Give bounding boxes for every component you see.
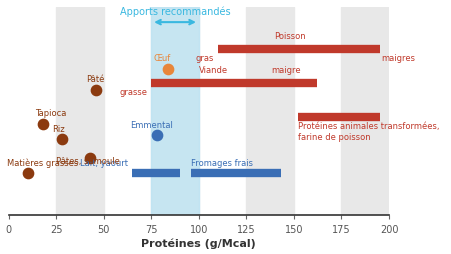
Point <box>24 171 31 176</box>
Text: Œuf: Œuf <box>153 54 170 62</box>
Bar <box>56 8 103 215</box>
Point <box>87 156 94 161</box>
Text: Protéines animales transformées,
farine de poisson: Protéines animales transformées, farine … <box>297 122 438 142</box>
Bar <box>151 8 198 215</box>
Text: Viande: Viande <box>198 66 227 75</box>
Text: maigres: maigres <box>381 54 414 63</box>
Text: Emmental: Emmental <box>130 120 173 129</box>
Text: Fromages frais: Fromages frais <box>191 158 253 167</box>
Text: grasse: grasse <box>119 88 147 97</box>
Text: Lait, yaourt: Lait, yaourt <box>80 158 128 167</box>
Text: Poisson: Poisson <box>274 32 305 41</box>
Point <box>92 89 100 93</box>
Text: maigre: maigre <box>271 66 300 75</box>
X-axis label: Protéines (g/Mcal): Protéines (g/Mcal) <box>141 238 256 248</box>
Text: Matières grasses: Matières grasses <box>7 157 78 167</box>
Text: Pâté: Pâté <box>87 74 105 83</box>
Bar <box>246 8 293 215</box>
Bar <box>341 8 388 215</box>
Text: Pâtes, semoule: Pâtes, semoule <box>56 156 120 165</box>
Point <box>153 134 160 138</box>
Point <box>39 123 46 127</box>
Point <box>165 68 172 72</box>
Text: Tapioca: Tapioca <box>35 109 66 118</box>
Point <box>58 138 65 142</box>
Text: Apports recommandés: Apports recommandés <box>120 6 230 17</box>
Text: Riz: Riz <box>52 124 65 133</box>
Text: gras: gras <box>195 54 214 63</box>
Bar <box>151 8 198 215</box>
